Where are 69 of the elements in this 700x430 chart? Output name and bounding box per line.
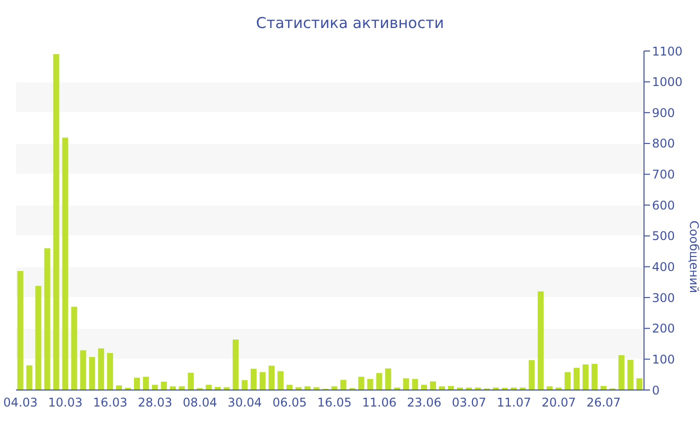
bar xyxy=(564,372,571,390)
bar xyxy=(107,353,114,390)
y-tick-label: 200 xyxy=(652,322,675,336)
x-tick-label: 30.04 xyxy=(228,396,262,410)
y-tick-label: 500 xyxy=(652,229,675,244)
bar xyxy=(618,355,624,390)
x-tick-label: 04.03 xyxy=(3,396,38,410)
bar xyxy=(35,286,42,390)
y-tick-label: 1100 xyxy=(652,44,683,58)
bar xyxy=(385,368,392,390)
y-tick-label: 1000 xyxy=(652,75,683,90)
bar xyxy=(538,291,544,390)
bar xyxy=(268,366,275,390)
x-tick-label: 26.07 xyxy=(586,396,621,410)
y-tick-label: 700 xyxy=(652,168,675,182)
x-tick-label: 10.03 xyxy=(48,396,83,410)
bar xyxy=(260,372,266,390)
y-axis-title: Сообщений xyxy=(686,220,700,294)
bar xyxy=(134,378,140,390)
bar xyxy=(412,378,418,390)
bar xyxy=(232,339,239,390)
bar xyxy=(313,387,320,390)
x-tick-label: 11.06 xyxy=(362,396,397,410)
bar xyxy=(89,357,96,390)
bar xyxy=(627,360,634,390)
x-tick-label: 28.03 xyxy=(138,396,172,410)
bar xyxy=(44,248,50,390)
bar xyxy=(62,138,68,390)
bar xyxy=(340,380,346,390)
bar xyxy=(636,378,642,390)
bar xyxy=(17,271,24,390)
bar xyxy=(160,382,167,390)
bar xyxy=(224,387,230,390)
bar xyxy=(80,350,86,390)
y-tick-label: 100 xyxy=(652,352,675,366)
bar xyxy=(98,348,104,390)
x-tick-label: 20.07 xyxy=(542,396,576,410)
chart-title: Статистика активности xyxy=(255,14,445,32)
bar xyxy=(367,378,374,390)
bar xyxy=(430,381,436,390)
bar xyxy=(188,372,194,390)
bar xyxy=(574,368,580,390)
y-tick-label: 0 xyxy=(652,383,660,398)
x-tick-label: 16.03 xyxy=(93,396,128,410)
bar xyxy=(403,378,410,390)
bar xyxy=(53,54,60,390)
y-tick-label: 800 xyxy=(652,136,675,151)
bar xyxy=(528,360,535,390)
bar xyxy=(26,365,32,390)
bar xyxy=(242,380,248,390)
bar xyxy=(295,387,302,390)
bar xyxy=(582,364,589,390)
x-tick-label: 08.04 xyxy=(182,396,218,410)
y-tick-label: 900 xyxy=(652,106,675,120)
bar xyxy=(71,306,78,390)
bar xyxy=(142,376,149,390)
y-tick-label: 400 xyxy=(652,260,675,274)
y-tick-label: 600 xyxy=(652,198,675,212)
bar xyxy=(250,368,257,390)
y-tick-label: 300 xyxy=(652,290,675,305)
x-tick-label: 23.06 xyxy=(407,396,442,410)
x-tick-label: 03.07 xyxy=(452,396,486,410)
bar xyxy=(592,364,598,390)
bar xyxy=(278,371,284,390)
x-tick-label: 11.07 xyxy=(496,396,532,410)
x-tick-label: 06.05 xyxy=(272,396,307,410)
x-tick-label: 16.05 xyxy=(317,396,352,410)
bar xyxy=(358,376,364,390)
bar xyxy=(376,373,382,390)
